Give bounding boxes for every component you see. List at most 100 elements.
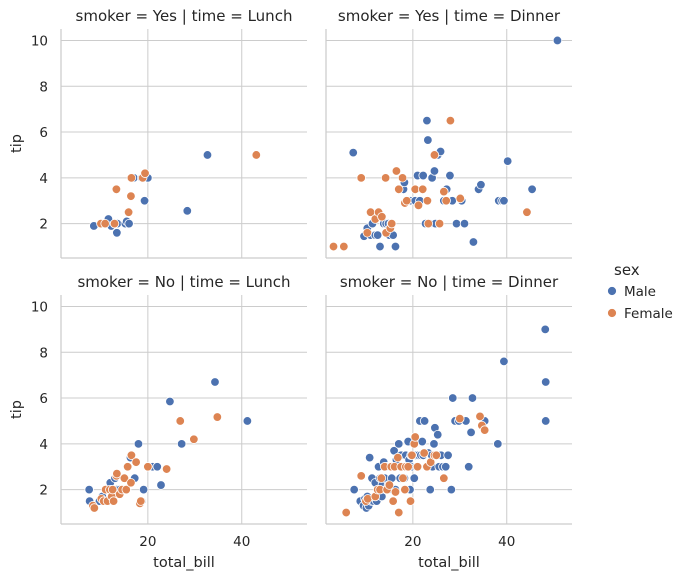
data-point — [126, 478, 136, 488]
data-point — [189, 434, 199, 444]
data-point — [418, 184, 428, 195]
data-point — [124, 218, 134, 229]
data-point — [210, 377, 220, 387]
data-point — [119, 473, 130, 483]
data-point — [439, 473, 449, 483]
data-point — [89, 503, 100, 513]
data-point — [429, 439, 439, 449]
data-point — [161, 464, 172, 474]
data-point — [138, 484, 149, 495]
data-point — [136, 496, 146, 506]
data-point — [212, 412, 223, 422]
data-point — [123, 207, 134, 217]
data-point — [356, 471, 366, 481]
y-tick-label: 8 — [39, 79, 48, 95]
data-point — [455, 413, 465, 424]
data-point — [522, 207, 532, 217]
data-point — [131, 457, 141, 467]
data-point — [139, 196, 150, 206]
data-point — [152, 462, 162, 472]
data-point — [409, 473, 419, 483]
data-point — [372, 230, 383, 240]
series-female — [328, 115, 532, 252]
data-point — [251, 150, 261, 160]
data-point — [84, 484, 94, 495]
data-point — [413, 200, 424, 211]
data-point — [328, 241, 339, 252]
data-point — [479, 425, 490, 435]
data-point — [540, 324, 550, 335]
data-point — [112, 228, 122, 238]
data-point — [468, 237, 479, 247]
data-point — [541, 377, 551, 387]
data-point — [387, 218, 397, 229]
data-point — [165, 396, 175, 407]
data-point — [348, 147, 358, 158]
data-point — [107, 484, 118, 495]
data-point — [349, 484, 359, 495]
panel-title: smoker = No | time = Dinner — [340, 273, 559, 291]
series-female — [88, 412, 223, 513]
data-point — [143, 462, 153, 472]
data-point — [397, 173, 408, 183]
data-point — [527, 184, 537, 195]
data-point — [425, 484, 435, 495]
series-female — [341, 411, 490, 518]
data-point — [429, 166, 440, 176]
data-point — [443, 450, 453, 461]
data-point — [341, 507, 351, 518]
data-point — [455, 193, 465, 204]
data-point — [422, 115, 432, 126]
legend-marker-female — [607, 308, 617, 318]
x-tick-label: 20 — [139, 534, 156, 550]
legend-marker-male — [607, 286, 617, 296]
data-point — [390, 487, 401, 497]
data-point — [466, 427, 476, 438]
data-point — [362, 228, 373, 238]
data-point — [112, 468, 122, 479]
data-point — [441, 462, 451, 472]
y-tick-label: 6 — [39, 125, 48, 141]
data-point — [459, 218, 470, 229]
facet-panel: smoker = Yes | time = Dinner — [325, 7, 572, 259]
data-point — [133, 439, 144, 449]
data-point — [464, 462, 474, 472]
data-point — [402, 196, 412, 206]
data-point — [400, 484, 410, 495]
data-point — [419, 448, 429, 458]
data-point — [156, 480, 166, 490]
facet-panel: smoker = No | time = Lunch 2 4 6 8 10 20 40 tip t… — [9, 273, 307, 571]
data-point — [499, 196, 509, 206]
data-point — [122, 462, 133, 472]
panel-title: smoker = Yes | time = Dinner — [338, 7, 561, 25]
data-point — [434, 218, 445, 229]
data-point — [552, 35, 563, 46]
data-point — [541, 416, 551, 426]
y-tick-label: 2 — [39, 217, 48, 233]
data-point — [175, 416, 185, 426]
data-point — [445, 170, 455, 181]
data-point — [388, 496, 398, 506]
data-point — [356, 173, 366, 183]
data-point — [431, 450, 442, 461]
data-point — [418, 170, 428, 181]
legend-title: sex — [614, 261, 640, 279]
data-point — [475, 411, 485, 422]
legend-label-female: Female — [624, 306, 673, 322]
data-point — [446, 484, 457, 495]
y-tick-label: 2 — [39, 483, 48, 499]
data-point — [108, 496, 119, 506]
series-female — [96, 150, 261, 229]
y-axis-label: tip — [9, 134, 25, 153]
y-axis-label: tip — [9, 400, 25, 419]
data-point — [422, 196, 433, 206]
data-point — [380, 173, 391, 183]
data-point — [429, 150, 440, 160]
x-axis-label: total_bill — [418, 555, 480, 571]
data-point — [394, 439, 404, 449]
data-point — [339, 241, 349, 252]
series-male — [349, 324, 551, 513]
y-tick-label: 4 — [39, 171, 48, 187]
data-point — [405, 496, 416, 506]
